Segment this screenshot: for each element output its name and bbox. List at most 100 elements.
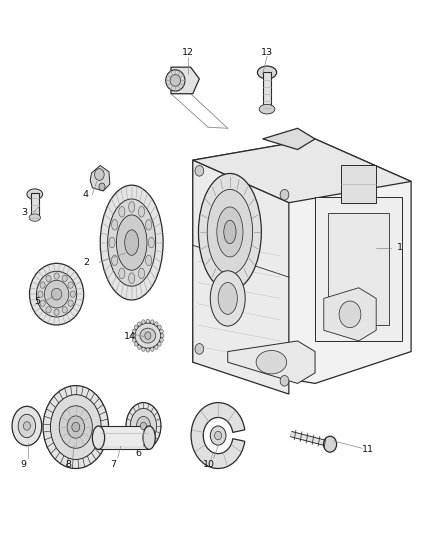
Ellipse shape: [70, 291, 75, 297]
Ellipse shape: [259, 104, 275, 114]
Ellipse shape: [29, 214, 40, 221]
Ellipse shape: [138, 268, 145, 279]
Circle shape: [145, 332, 151, 340]
Ellipse shape: [143, 426, 155, 449]
Ellipse shape: [324, 436, 336, 452]
Ellipse shape: [155, 322, 158, 326]
Ellipse shape: [146, 255, 152, 266]
Circle shape: [215, 431, 222, 440]
Ellipse shape: [160, 334, 164, 338]
Ellipse shape: [141, 347, 145, 351]
Polygon shape: [193, 139, 411, 383]
Circle shape: [23, 422, 30, 430]
Text: 8: 8: [65, 460, 71, 469]
Ellipse shape: [119, 206, 125, 217]
Ellipse shape: [138, 206, 145, 217]
Ellipse shape: [126, 402, 161, 449]
Ellipse shape: [109, 237, 115, 248]
Ellipse shape: [54, 309, 59, 316]
Ellipse shape: [129, 201, 135, 212]
Wedge shape: [191, 402, 245, 469]
Ellipse shape: [210, 271, 245, 326]
Bar: [328, 213, 389, 325]
Ellipse shape: [129, 273, 135, 284]
Ellipse shape: [155, 345, 158, 349]
Text: 4: 4: [83, 190, 89, 199]
Ellipse shape: [119, 268, 125, 279]
Ellipse shape: [140, 328, 155, 343]
Ellipse shape: [62, 306, 67, 313]
Ellipse shape: [148, 237, 154, 248]
Polygon shape: [90, 165, 110, 191]
Ellipse shape: [68, 300, 73, 306]
Circle shape: [195, 344, 204, 354]
Ellipse shape: [67, 416, 85, 438]
Ellipse shape: [112, 220, 118, 230]
Ellipse shape: [51, 288, 62, 300]
Ellipse shape: [146, 348, 150, 352]
Polygon shape: [171, 67, 199, 94]
Polygon shape: [228, 341, 315, 383]
Text: 7: 7: [110, 460, 117, 469]
Text: 10: 10: [203, 460, 215, 469]
Circle shape: [99, 183, 105, 190]
Text: 13: 13: [261, 48, 273, 56]
Ellipse shape: [108, 199, 155, 286]
Ellipse shape: [151, 320, 154, 324]
Ellipse shape: [44, 280, 69, 308]
Ellipse shape: [27, 189, 42, 199]
Ellipse shape: [141, 320, 145, 324]
Ellipse shape: [68, 282, 73, 288]
Ellipse shape: [134, 325, 138, 329]
Ellipse shape: [117, 215, 147, 270]
Polygon shape: [193, 160, 289, 394]
Ellipse shape: [38, 291, 43, 297]
Ellipse shape: [132, 338, 136, 342]
Bar: [99, 426, 149, 449]
Ellipse shape: [160, 338, 163, 342]
Ellipse shape: [158, 342, 161, 346]
Circle shape: [280, 189, 289, 200]
Ellipse shape: [224, 220, 236, 244]
Text: 11: 11: [361, 446, 374, 455]
Ellipse shape: [100, 185, 163, 300]
Ellipse shape: [62, 276, 67, 281]
Ellipse shape: [92, 426, 105, 449]
Ellipse shape: [160, 329, 163, 333]
Ellipse shape: [134, 342, 138, 346]
Ellipse shape: [217, 207, 243, 257]
Polygon shape: [193, 139, 411, 203]
Ellipse shape: [132, 334, 135, 338]
Polygon shape: [263, 128, 315, 150]
Ellipse shape: [112, 255, 118, 266]
Bar: [263, 72, 272, 110]
Text: 1: 1: [397, 244, 403, 253]
Ellipse shape: [151, 347, 154, 351]
Ellipse shape: [170, 75, 180, 86]
Circle shape: [210, 426, 226, 445]
Ellipse shape: [46, 276, 51, 281]
Ellipse shape: [131, 408, 156, 443]
Text: 14: 14: [124, 332, 135, 341]
Text: 9: 9: [21, 460, 27, 469]
Bar: [315, 197, 403, 341]
Ellipse shape: [18, 414, 35, 438]
Ellipse shape: [40, 300, 45, 306]
Ellipse shape: [12, 406, 42, 446]
Text: 5: 5: [34, 296, 40, 305]
Circle shape: [72, 422, 80, 432]
Circle shape: [195, 165, 204, 176]
Ellipse shape: [138, 322, 141, 326]
Ellipse shape: [43, 385, 109, 469]
Ellipse shape: [29, 263, 84, 325]
Ellipse shape: [36, 271, 77, 317]
Ellipse shape: [138, 345, 141, 349]
Text: 6: 6: [135, 449, 141, 458]
Text: 2: 2: [83, 258, 89, 266]
Text: 3: 3: [21, 208, 28, 217]
Ellipse shape: [59, 406, 92, 448]
Ellipse shape: [135, 323, 161, 349]
Ellipse shape: [146, 319, 150, 324]
Circle shape: [339, 301, 361, 328]
Ellipse shape: [258, 66, 277, 79]
